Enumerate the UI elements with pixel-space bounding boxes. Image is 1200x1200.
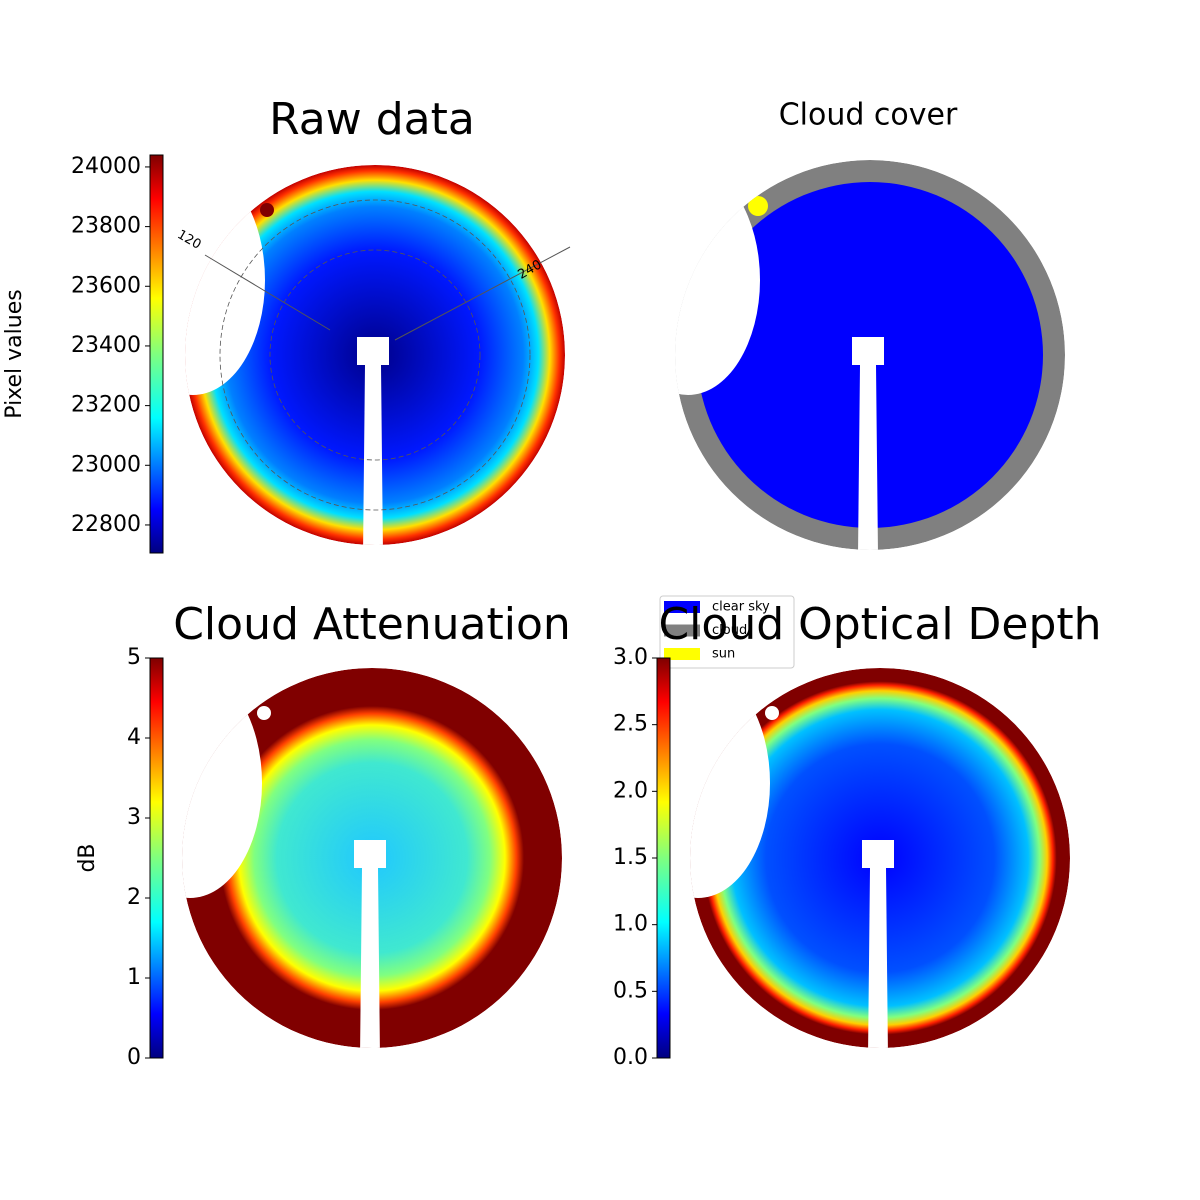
sun-mark bbox=[765, 706, 779, 720]
legend-swatch bbox=[664, 648, 700, 660]
colorbar-tick-label: 24000 bbox=[71, 154, 141, 179]
colorbar-tick-label: 0 bbox=[127, 1045, 141, 1070]
colorbar-tick-label: 2 bbox=[127, 885, 141, 910]
sun-area bbox=[748, 196, 768, 216]
colorbar-tick-label: 4 bbox=[127, 725, 141, 750]
image-body bbox=[182, 668, 562, 1048]
panel-title: Cloud Attenuation bbox=[173, 599, 571, 650]
colorbar-tick-label: 0.0 bbox=[613, 1045, 648, 1070]
colorbar-tick-label: 22800 bbox=[71, 512, 141, 537]
colorbar-tick-label: 1.5 bbox=[613, 845, 648, 870]
colorbar bbox=[149, 154, 164, 554]
colorbar-tick-label: 23200 bbox=[71, 393, 141, 418]
panel-title: Cloud cover bbox=[779, 98, 958, 133]
polar-axis bbox=[204, 254, 331, 331]
image-body bbox=[690, 668, 1070, 1048]
colorbar-tick-label: 23600 bbox=[71, 273, 141, 298]
legend-swatch bbox=[664, 624, 700, 637]
legend-swatch bbox=[664, 601, 700, 613]
notch bbox=[185, 165, 265, 395]
mast bbox=[354, 840, 386, 1048]
colorbar-tick-label: 0.5 bbox=[613, 978, 648, 1003]
notch bbox=[182, 668, 262, 898]
sky-image bbox=[690, 668, 1070, 1048]
mast bbox=[862, 840, 894, 1048]
sun-mark bbox=[260, 203, 274, 217]
sky-image bbox=[185, 165, 565, 545]
colorbar-tick-label: 2.0 bbox=[613, 778, 648, 803]
panel-title: Raw data bbox=[269, 94, 475, 145]
image-body bbox=[185, 165, 565, 545]
legend-label: cloud bbox=[712, 623, 747, 638]
colorbar-label: dB bbox=[75, 843, 100, 872]
colorbar-tick-label: 23000 bbox=[71, 452, 141, 477]
colorbar bbox=[149, 657, 164, 1059]
mast bbox=[357, 337, 389, 545]
colorbar-tick-label: 23400 bbox=[71, 333, 141, 358]
colorbar-tick-label: 23800 bbox=[71, 214, 141, 239]
polar-grid bbox=[269, 249, 481, 461]
colorbar-tick-label: 1.0 bbox=[613, 912, 648, 937]
legend: clear sky cloud sun bbox=[659, 595, 795, 669]
colorbar-tick-label: 3.0 bbox=[613, 645, 648, 670]
sky-image bbox=[675, 160, 1065, 550]
colorbar-tick-label: 2.5 bbox=[613, 712, 648, 737]
panel-title: Cloud Optical Depth bbox=[658, 599, 1101, 650]
notch bbox=[675, 165, 760, 395]
sun-mark bbox=[257, 706, 271, 720]
colorbar-label: Pixel values bbox=[2, 289, 27, 418]
legend-label: clear sky bbox=[712, 600, 770, 615]
image-body bbox=[675, 160, 1065, 550]
polar-grid bbox=[219, 199, 531, 511]
polar-label: 120 bbox=[174, 227, 203, 252]
colorbar-tick-label: 1 bbox=[127, 965, 141, 990]
sky-image bbox=[182, 668, 562, 1048]
colorbar bbox=[656, 657, 671, 1059]
legend-label: sun bbox=[712, 647, 735, 662]
colorbar-tick-label: 5 bbox=[127, 645, 141, 670]
mast bbox=[852, 337, 884, 550]
polar-axis bbox=[394, 246, 571, 341]
colorbar-tick-label: 3 bbox=[127, 805, 141, 830]
